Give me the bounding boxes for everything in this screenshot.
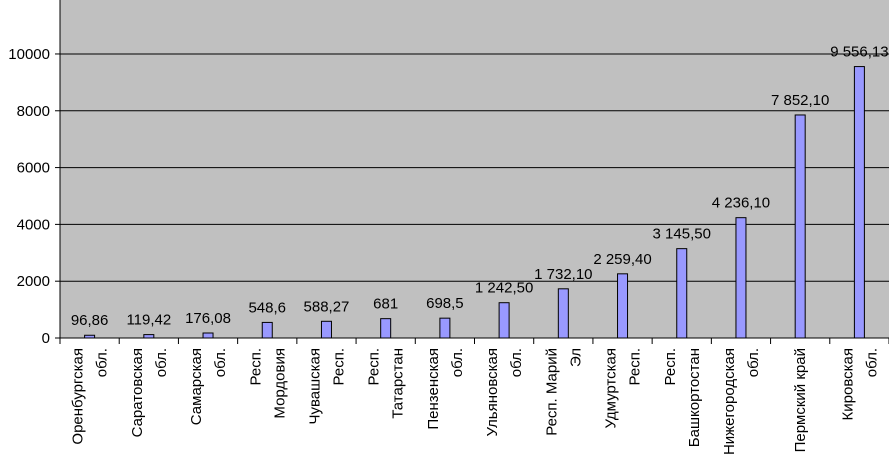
data-label: 1 732,10 <box>534 266 592 283</box>
y-axis-tick-labels: 0 2000 4000 6000 8000 10000 <box>8 46 60 347</box>
data-label: 698,5 <box>426 295 464 312</box>
axes <box>59 0 889 344</box>
x-category-label: Саратовская <box>129 348 146 437</box>
data-labels: 96,86 119,42 176,08 548,6 588,27 681 698,5 1 24… <box>71 44 889 330</box>
y-tick-label: 4000 <box>17 216 50 233</box>
x-category-label: Респ. <box>247 348 264 385</box>
x-category-label: обл. <box>508 348 525 377</box>
x-category-label: обл. <box>94 348 111 377</box>
bar <box>735 217 747 339</box>
bar <box>143 334 155 339</box>
data-label: 119,42 <box>126 312 171 329</box>
x-category-label: обл. <box>449 348 466 377</box>
bar <box>557 288 569 339</box>
bar <box>498 302 510 339</box>
x-category-label: Пермский край <box>792 348 809 452</box>
data-label: 4 236,10 <box>712 195 770 212</box>
bar <box>261 321 273 339</box>
bar <box>794 114 806 339</box>
data-label: 548,6 <box>248 299 286 316</box>
data-label: 3 145,50 <box>653 226 711 243</box>
x-category-label: обл. <box>153 348 170 377</box>
data-label: 588,27 <box>304 298 350 315</box>
x-category-label: Чувашская <box>306 348 323 425</box>
gridlines <box>60 53 889 282</box>
x-category-label: Татарстан <box>390 348 407 419</box>
x-axis-category-labels: Оренбургская обл. Саратовская обл. Самарская… <box>70 348 881 455</box>
data-label: 96,86 <box>71 312 109 329</box>
x-category-label: Башкортостан <box>686 348 703 447</box>
x-category-label: Эл <box>567 348 584 367</box>
bar <box>676 248 688 339</box>
data-label: 7 852,10 <box>771 92 829 109</box>
x-category-label: Респ. <box>662 348 679 385</box>
x-category-label: Респ. <box>627 348 644 385</box>
bar <box>202 332 214 339</box>
y-tick-label: 10000 <box>8 46 50 63</box>
bar <box>320 320 332 339</box>
x-category-label: Пензенская <box>425 348 442 430</box>
data-label: 681 <box>373 296 398 313</box>
x-category-label: Самарская <box>188 348 205 425</box>
data-label: 9 556,13 <box>830 44 888 61</box>
y-tick-label: 2000 <box>17 273 50 290</box>
bar <box>380 318 392 339</box>
x-category-label: обл. <box>745 348 762 377</box>
y-tick-label: 8000 <box>17 103 50 120</box>
x-category-label: Кировская <box>839 348 856 420</box>
bar-series <box>84 66 865 339</box>
x-category-label: Респ. <box>366 348 383 385</box>
data-label: 176,08 <box>185 310 231 327</box>
y-tick-label: 6000 <box>17 160 50 177</box>
x-category-label: Респ. <box>330 348 347 385</box>
y-tick-label: 0 <box>42 330 50 347</box>
bar <box>617 273 629 339</box>
x-category-label: Респ. Марий <box>543 348 560 436</box>
data-label: 2 259,40 <box>593 251 651 268</box>
bar <box>853 66 865 339</box>
x-category-label: Нижегородская <box>721 348 738 455</box>
x-category-label: Мордовия <box>271 348 288 419</box>
x-category-label: Ульяновская <box>484 348 501 437</box>
bar <box>439 317 451 339</box>
data-label: 1 242,50 <box>475 280 533 297</box>
x-category-label: обл. <box>863 348 880 377</box>
x-category-label: обл. <box>212 348 229 377</box>
x-category-label: Оренбургская <box>70 348 87 445</box>
x-category-label: Удмуртская <box>603 348 620 429</box>
